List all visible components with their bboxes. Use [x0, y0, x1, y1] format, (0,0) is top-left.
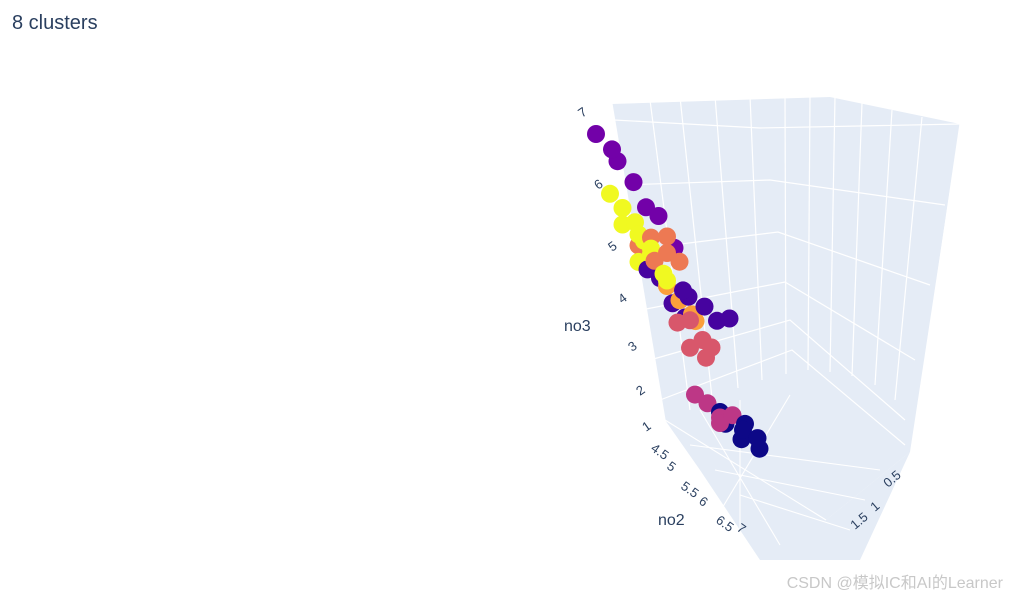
gridline [699, 394, 791, 546]
x-tick-label: 5 [664, 458, 679, 474]
gridline [911, 123, 961, 451]
x-axis-label: no2 [658, 512, 685, 529]
z-tick-label: 5 [605, 238, 620, 254]
x-tick-label: 4.5 [648, 440, 671, 463]
gridline [613, 119, 961, 129]
data-point [723, 406, 742, 425]
data-point [695, 297, 714, 316]
gridline [621, 179, 946, 206]
gridline [894, 116, 923, 401]
data-point [670, 252, 689, 271]
gridline [739, 494, 851, 531]
watermark: CSDN @模拟IC和AI的Learner [786, 575, 1003, 592]
gridline [749, 95, 763, 381]
floor [665, 420, 910, 560]
z-tick-label: 1 [639, 418, 654, 434]
data-points [587, 125, 769, 458]
z-axis-label: no3 [564, 318, 591, 335]
data-point [698, 394, 717, 413]
z-tick-label: 4 [615, 290, 630, 306]
data-point [658, 244, 676, 262]
data-point [624, 173, 643, 192]
data-point [748, 429, 767, 448]
data-point [734, 420, 752, 439]
gridline [659, 349, 906, 446]
z-tick-label: 3 [625, 338, 640, 354]
x-tick-label: 6 [696, 493, 711, 509]
gridline [689, 444, 881, 471]
data-point [603, 140, 621, 159]
gridline [714, 95, 739, 389]
chart-title: 8 clusters [12, 12, 98, 34]
gridline [874, 109, 893, 386]
data-point [681, 311, 699, 330]
data-point [613, 199, 632, 217]
data-point [658, 271, 676, 290]
z-tick-label: 7 [575, 104, 590, 120]
gridline [807, 96, 811, 371]
data-point [658, 227, 676, 246]
gridline [829, 96, 836, 373]
data-point [674, 281, 692, 300]
gridline [851, 102, 863, 377]
data-point [686, 385, 704, 404]
data-point [649, 207, 668, 225]
data-point [720, 309, 739, 328]
data-point [637, 198, 655, 217]
z-tick-label: 2 [633, 382, 648, 398]
data-point [702, 338, 721, 357]
gridlines [611, 95, 961, 560]
data-point [587, 125, 605, 143]
x-tick-label: 5.5 [678, 478, 701, 501]
data-point [601, 184, 619, 203]
